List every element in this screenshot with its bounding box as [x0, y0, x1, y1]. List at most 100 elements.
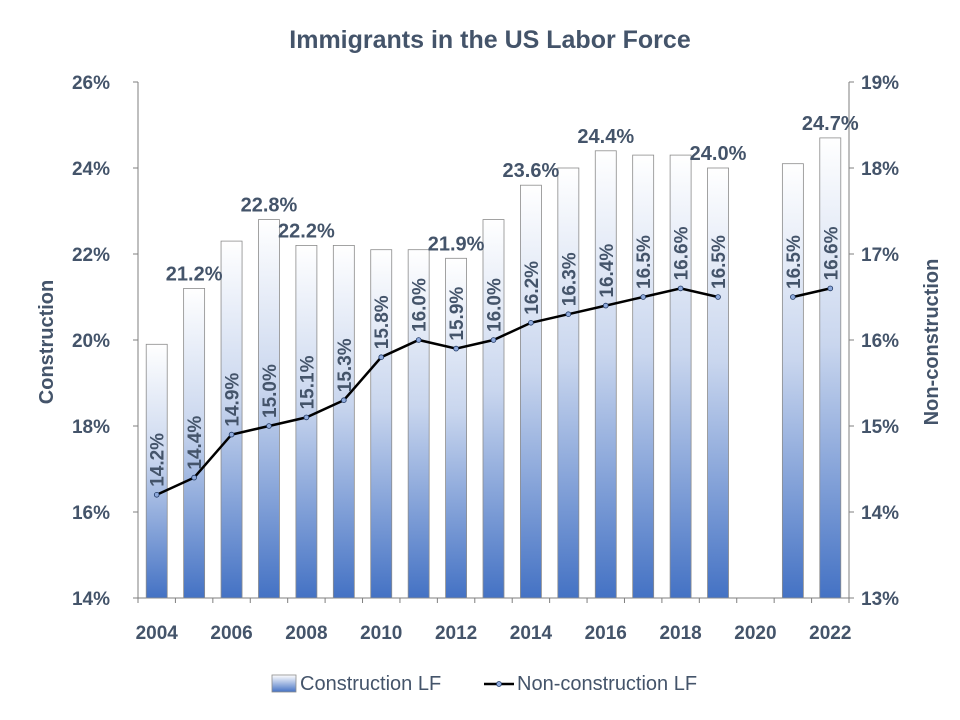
line-label-2005: 14.4% — [185, 416, 206, 470]
x-tick-label: 2006 — [210, 623, 252, 644]
line-label-2010: 15.8% — [372, 295, 393, 349]
bar-2017 — [632, 154, 655, 599]
y-right-tick-label: 16% — [861, 331, 899, 352]
x-tick-label: 2018 — [659, 623, 701, 644]
bar-label-2019: 24.0% — [690, 143, 747, 165]
y-axis-right-label: Non-construction — [921, 259, 943, 426]
line-label-2018: 16.6% — [672, 226, 693, 280]
y-left-tick-label: 22% — [72, 245, 110, 266]
y-right-tick-label: 15% — [861, 417, 899, 438]
bar-label-2005: 21.2% — [166, 263, 223, 285]
legend: Construction LF Non-construction LF — [271, 673, 697, 695]
legend-label-construction: Construction LF — [300, 673, 441, 695]
line-point-2013 — [490, 337, 497, 343]
bar-2010 — [370, 249, 393, 599]
y-right-tick-label: 13% — [861, 589, 899, 610]
bar-2011 — [407, 249, 430, 599]
line-point-2011 — [415, 337, 422, 343]
chart-title: Immigrants in the US Labor Force — [289, 26, 691, 54]
bar-label-2012: 21.9% — [428, 233, 485, 255]
bar-label-2016: 24.4% — [577, 126, 634, 148]
bar-2019 — [707, 167, 729, 599]
bar-2008 — [295, 244, 318, 599]
line-point-2007 — [266, 423, 272, 429]
bar-2006 — [220, 240, 243, 599]
line-point-2006 — [228, 431, 235, 438]
line-label-2007: 15.0% — [260, 364, 281, 418]
line-point-2015 — [565, 311, 572, 318]
y-axis-right: 13% 14% 15% 16% 17% 18% 19% — [849, 73, 899, 610]
bar-2007 — [258, 219, 280, 599]
bar-2009 — [332, 244, 355, 599]
y-left-tick-label: 20% — [72, 331, 110, 352]
bar-2005 — [183, 287, 206, 599]
y-axis-left-label: Construction — [36, 280, 58, 404]
bar-2018 — [669, 154, 692, 599]
line-point-2005 — [191, 474, 197, 481]
x-tick-label: 2014 — [510, 623, 553, 644]
y-left-tick-label: 26% — [72, 73, 110, 94]
bar-label-2008: 22.2% — [278, 220, 335, 242]
y-left-tick-label: 24% — [72, 159, 110, 180]
bar-series-construction — [145, 137, 842, 599]
legend-swatch-construction — [271, 674, 297, 693]
bar-2015 — [557, 167, 580, 599]
line-point-2017 — [640, 294, 646, 300]
y-left-tick-label: 18% — [72, 417, 110, 438]
line-label-2011: 16.0% — [410, 278, 431, 332]
y-left-tick-label: 14% — [72, 589, 110, 610]
line-segment-1 — [792, 287, 831, 299]
x-tick-label: 2016 — [585, 623, 627, 644]
line-point-2012 — [453, 345, 459, 352]
x-tick-label: 2012 — [435, 623, 477, 644]
y-right-tick-label: 14% — [861, 503, 899, 524]
bar-2021 — [781, 163, 804, 599]
line-label-2009: 15.3% — [335, 338, 356, 392]
x-tick-label: 2020 — [734, 623, 776, 644]
line-series-non-construction — [153, 285, 834, 498]
bar-label-2014: 23.6% — [503, 160, 560, 182]
x-tick-label: 2022 — [809, 623, 851, 644]
line-point-2010 — [378, 354, 385, 361]
line-segment-0 — [156, 287, 719, 496]
line-label-2017: 16.5% — [634, 235, 655, 289]
line-point-2019 — [715, 294, 721, 300]
line-point-2021 — [790, 294, 796, 300]
x-tick-label: 2010 — [360, 623, 402, 644]
x-tick-label: 2008 — [285, 623, 327, 644]
bar-2014 — [520, 184, 542, 599]
bar-label-2022: 24.7% — [802, 113, 859, 135]
line-point-2018 — [677, 285, 684, 292]
line-label-2021: 16.5% — [784, 235, 805, 289]
line-label-2014: 16.2% — [522, 261, 543, 315]
legend-swatch-marker — [496, 681, 502, 687]
line-label-2008: 15.1% — [297, 355, 318, 409]
line-label-2013: 16.0% — [485, 278, 506, 332]
line-label-2022: 16.6% — [821, 226, 842, 280]
bar-2012 — [445, 257, 467, 599]
bar-2004 — [145, 343, 168, 599]
line-label-2006: 14.9% — [223, 373, 244, 427]
line-point-2022 — [827, 285, 834, 292]
y-right-tick-label: 18% — [861, 159, 899, 180]
line-point-2009 — [341, 397, 347, 404]
line-label-2016: 16.4% — [597, 244, 618, 298]
line-point-2016 — [602, 302, 609, 309]
legend-label-non-construction: Non-construction LF — [517, 673, 697, 695]
line-point-2014 — [528, 319, 534, 326]
y-axis-left: 14% 16% 18% 20% 22% 24% 26% — [72, 73, 138, 610]
x-tick-label: 2004 — [136, 623, 179, 644]
y-left-tick-label: 16% — [72, 503, 110, 524]
data-labels: 21.2% 22.8% 22.2% 21.9% 23.6% 24.4% 24.0% 24.7%… — [148, 113, 859, 487]
y-right-tick-label: 19% — [861, 73, 899, 94]
line-label-2015: 16.3% — [559, 252, 580, 306]
bar-label-2007: 22.8% — [241, 195, 298, 217]
bar-2022 — [819, 137, 842, 599]
line-label-2012: 15.9% — [447, 287, 468, 341]
y-right-tick-label: 17% — [861, 245, 899, 266]
bar-2013 — [482, 219, 505, 599]
line-label-2019: 16.5% — [709, 235, 730, 289]
line-point-2004 — [153, 491, 160, 498]
bar-2016 — [594, 150, 617, 599]
